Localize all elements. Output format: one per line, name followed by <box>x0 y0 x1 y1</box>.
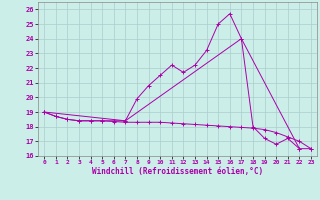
X-axis label: Windchill (Refroidissement éolien,°C): Windchill (Refroidissement éolien,°C) <box>92 167 263 176</box>
